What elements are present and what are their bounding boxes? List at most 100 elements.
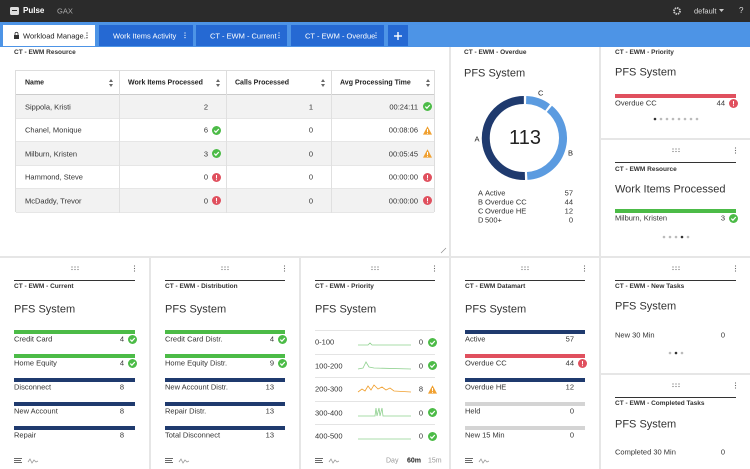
pager-dot [653, 118, 656, 121]
handle-dot [672, 266, 673, 267]
tab[interactable]: CT - EWM - Overdue [291, 25, 384, 46]
list-widget: CT - EWM - PriorityPFS SystemOverdue CC4… [601, 47, 750, 138]
app-name: Pulse [23, 7, 44, 15]
column-header[interactable]: Avg Processing Time [340, 80, 411, 87]
sparkline [358, 336, 411, 346]
pager-dot [662, 236, 665, 239]
donut-widget: CT - EWM - OverduePFS SystemAAActive57BB… [451, 47, 599, 256]
table-row: Milburn, Kristen3000:05:45 [16, 142, 434, 166]
handle-dot [221, 266, 222, 267]
metric-value: 12 [566, 383, 574, 391]
grip [441, 248, 446, 253]
handle-dot [224, 269, 225, 270]
user-menu[interactable]: default [694, 7, 717, 15]
menu-dot [434, 270, 435, 271]
time-range-button[interactable]: Day [386, 458, 398, 465]
sort-icon [216, 79, 220, 87]
column-header[interactable]: Work Items Processed [128, 80, 203, 87]
plus-icon [394, 32, 402, 40]
tab[interactable]: Work Items Activity [99, 25, 193, 46]
metric-value: 57 [566, 335, 574, 343]
list-icon-line [14, 458, 22, 459]
list-widget: CT - EWM - Completed TasksPFS SystemComp… [601, 375, 750, 469]
icon-circle [128, 359, 137, 368]
metric-value: 4 [120, 335, 124, 343]
sort-up [426, 79, 430, 82]
cell-calls: 0 [309, 150, 313, 158]
tab-menu [375, 32, 377, 39]
chart-icon [28, 459, 38, 463]
section-title: CT - EWM - New Tasks [615, 284, 684, 291]
column-divider [331, 119, 332, 143]
pager-dot [680, 236, 683, 239]
menu-dot [584, 265, 585, 266]
nav-link[interactable]: GAX [57, 7, 73, 15]
metric-label: New Account [14, 407, 58, 415]
metric-value: 8 [120, 383, 124, 391]
donut-key: A [474, 135, 479, 143]
menu-dot [735, 387, 736, 388]
tab-label: CT - EWM - Overdue [305, 32, 375, 40]
handle-dot [678, 151, 679, 152]
section-title: CT - EWM - Current [14, 284, 74, 291]
metric-bar [465, 402, 585, 406]
table-header: Name Work Items Processed Calls Processed A… [16, 71, 434, 95]
cell-calls: 0 [309, 173, 313, 181]
list-widget: CT - EWM - DistributionPFS SystemCredit … [151, 258, 299, 469]
handle-dot [675, 269, 676, 270]
sparkline [358, 407, 411, 417]
handle-dot [227, 266, 228, 267]
status-icon [212, 126, 221, 135]
range-label: 200-300 [315, 385, 343, 393]
status-icon [428, 338, 437, 347]
column-divider [331, 71, 332, 95]
handle-dot [377, 266, 378, 267]
widget-menu [734, 147, 737, 154]
metric-label: New 15 Min [465, 431, 505, 439]
list-icon-line [315, 462, 323, 463]
section-rule [615, 162, 736, 163]
cell-name: Milburn, Kristen [25, 150, 77, 158]
pager-dot [695, 118, 698, 121]
handle-dot [675, 386, 676, 387]
menu-dot [735, 152, 736, 153]
chart-icon [329, 459, 339, 463]
tab[interactable]: CT - EWM - Current [196, 25, 287, 46]
help-button[interactable]: ? [739, 7, 743, 15]
add-tab-button[interactable] [388, 25, 408, 46]
status-icon [212, 196, 221, 205]
icon-bang [427, 198, 428, 201]
icon-bang [427, 175, 428, 178]
menu-dot [86, 37, 87, 38]
handle-dot [521, 269, 522, 270]
cell-work-items: 0 [204, 173, 208, 181]
column-header[interactable]: Calls Processed [235, 80, 289, 87]
pager [652, 117, 700, 121]
section-title: CT - EWM - Priority [615, 50, 674, 57]
metric-value: 8 [120, 407, 124, 415]
widget-menu [583, 265, 586, 272]
status-icon [428, 361, 437, 370]
column-header[interactable]: Name [25, 80, 44, 87]
metric-value: 4 [270, 335, 274, 343]
cell-calls: 0 [309, 126, 313, 134]
time-range-button[interactable]: 15m [428, 458, 442, 465]
icon-bang [733, 101, 734, 104]
menu-dot [375, 32, 376, 33]
tab-active[interactable]: Workload Manage.. [3, 25, 95, 46]
handle-dot [678, 266, 679, 267]
list-widget: CT - EWM - New TasksPFS SystemNew 30 Min… [601, 258, 750, 373]
list-icon-line [14, 462, 22, 463]
pager-dot [683, 118, 686, 121]
time-range-button[interactable]: 60m [407, 458, 421, 465]
handle-dot [672, 269, 673, 270]
legend-label: Overdue CC [485, 198, 527, 206]
widget-menu [283, 265, 286, 272]
metric-label: Credit Card Distr. [165, 335, 223, 343]
pager-dot [659, 118, 662, 121]
menu-dot [434, 268, 435, 269]
legend-label: 500+ [485, 216, 502, 224]
status-icon [423, 149, 432, 158]
metric-label: Home Equity Distr. [165, 359, 227, 367]
